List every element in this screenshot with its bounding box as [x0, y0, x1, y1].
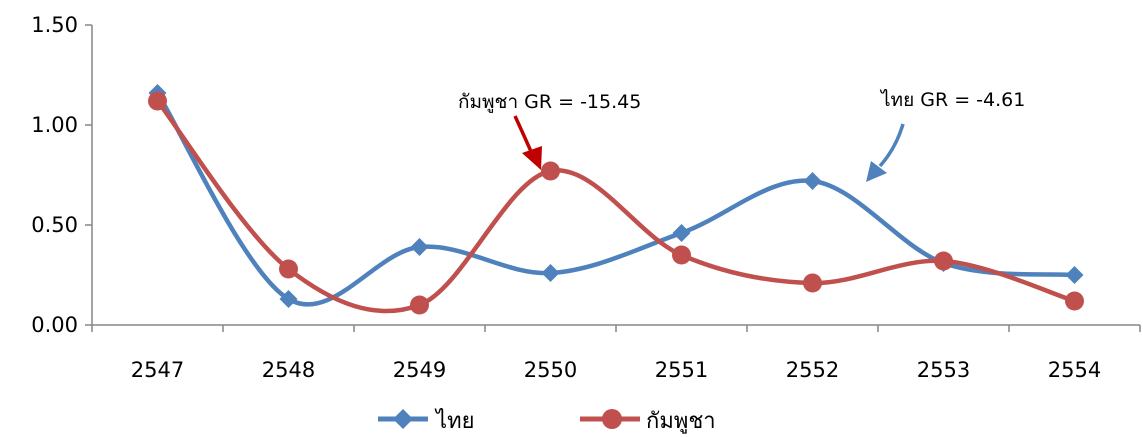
x-tick-label: 2552 — [786, 358, 839, 382]
data-point — [148, 91, 167, 111]
data-point — [934, 251, 953, 271]
y-tick-label: 1.00 — [31, 113, 78, 137]
data-point — [803, 172, 822, 190]
data-point — [672, 245, 691, 265]
annotations: กัมพูชา GR = -15.45 ไทย GR = -4.61 — [458, 89, 1025, 182]
data-point — [279, 259, 298, 279]
data-point — [1065, 266, 1084, 284]
legend-cambodia-label: กัมพูชา — [646, 409, 716, 434]
x-tick-label: 2549 — [393, 358, 446, 382]
series-line-1 — [155, 98, 1077, 314]
data-point — [410, 238, 429, 256]
x-tick-label: 2553 — [917, 358, 970, 382]
axes — [91, 25, 1140, 326]
annotation-thai-arrowhead — [866, 161, 887, 182]
x-tick-label: 2554 — [1048, 358, 1101, 382]
annotation-thai-gr: ไทย GR = -4.61 — [879, 89, 1025, 111]
series-layer — [148, 84, 1084, 315]
data-point — [410, 295, 429, 315]
annotation-thai-arrow — [878, 123, 905, 168]
annotation-cambodia-gr: กัมพูชา GR = -15.45 — [458, 91, 641, 113]
data-point — [803, 273, 822, 293]
data-point — [541, 264, 560, 282]
legend: ไทย กัมพูชา — [378, 408, 716, 434]
x-tick-label: 2550 — [524, 358, 577, 382]
annotation-cambodia-arrow — [513, 115, 535, 157]
legend-cambodia-marker — [602, 409, 622, 429]
annotation-cambodia-arrowhead — [522, 146, 542, 170]
y-tick-label: 1.50 — [31, 13, 78, 37]
data-point — [279, 290, 298, 308]
y-tick-label: 0.00 — [31, 313, 78, 337]
series-1 — [148, 91, 1084, 315]
legend-thai-marker — [393, 409, 413, 429]
y-ticks: 0.00 0.50 1.00 1.50 — [31, 13, 92, 337]
x-ticks: 2547 2548 2549 2550 2551 2552 2553 2554 — [91, 325, 1141, 382]
y-tick-label: 0.50 — [31, 213, 78, 237]
x-tick-label: 2547 — [131, 358, 184, 382]
x-tick-label: 2548 — [262, 358, 315, 382]
data-point — [1065, 291, 1084, 311]
x-tick-label: 2551 — [655, 358, 708, 382]
legend-thai-label: ไทย — [434, 408, 474, 434]
data-point — [541, 161, 560, 181]
data-point — [672, 224, 691, 242]
